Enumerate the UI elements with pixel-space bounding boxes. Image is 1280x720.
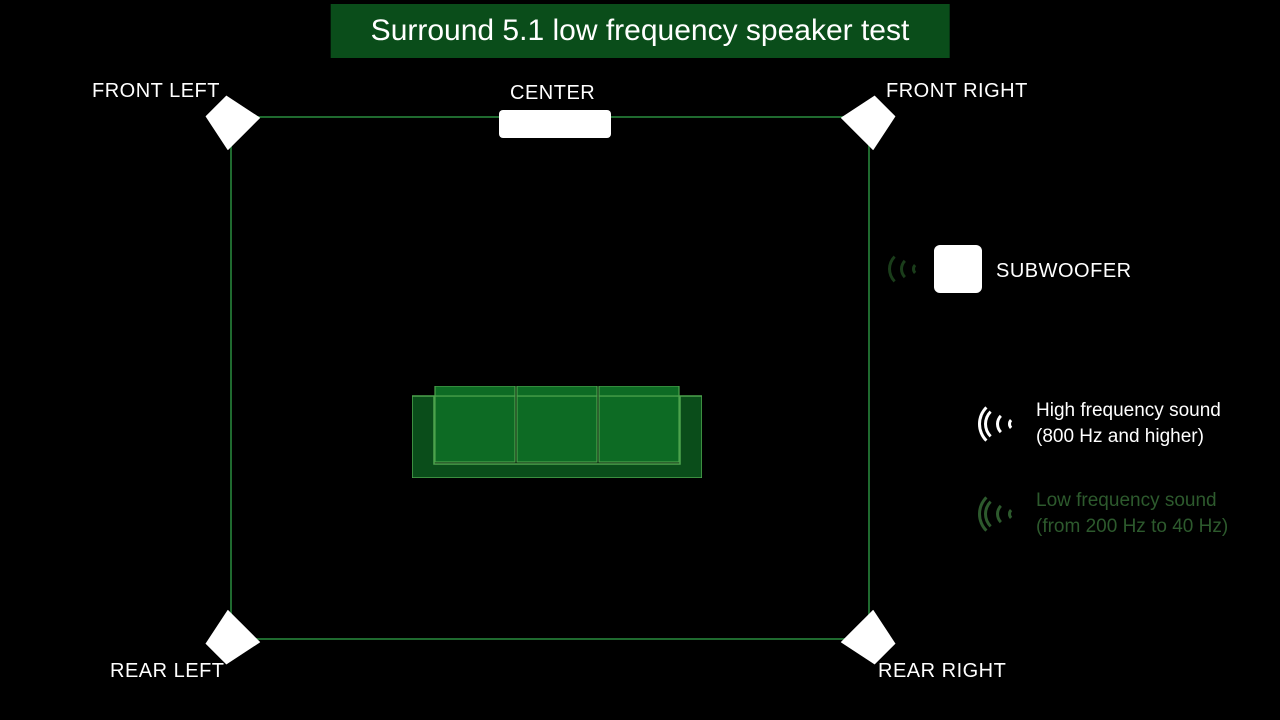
legend-high-frequency: High frequency sound (800 Hz and higher) — [982, 398, 1221, 449]
legend-high-line1: High frequency sound — [1036, 398, 1221, 424]
legend-low-line1: Low frequency sound — [1036, 488, 1228, 514]
legend-high-line2: (800 Hz and higher) — [1036, 424, 1221, 450]
legend-low-frequency: Low frequency sound (from 200 Hz to 40 H… — [982, 488, 1228, 539]
subwoofer-speaker-icon — [934, 245, 982, 293]
legend-low-line2: (from 200 Hz to 40 Hz) — [1036, 514, 1228, 540]
wave-icon — [982, 492, 1022, 536]
page-title: Surround 5.1 low frequency speaker test — [331, 4, 950, 58]
couch-icon — [412, 386, 702, 483]
room-outline — [230, 116, 870, 640]
rear-left-label: REAR LEFT — [110, 660, 225, 683]
subwoofer-label: SUBWOOFER — [996, 260, 1132, 283]
center-speaker-icon — [499, 110, 611, 138]
front-left-label: FRONT LEFT — [92, 80, 220, 103]
rear-right-label: REAR RIGHT — [878, 660, 1006, 683]
front-right-label: FRONT RIGHT — [886, 80, 1028, 103]
center-label: CENTER — [510, 82, 595, 105]
subwoofer-wave-icon — [886, 247, 926, 291]
wave-icon — [982, 402, 1022, 446]
